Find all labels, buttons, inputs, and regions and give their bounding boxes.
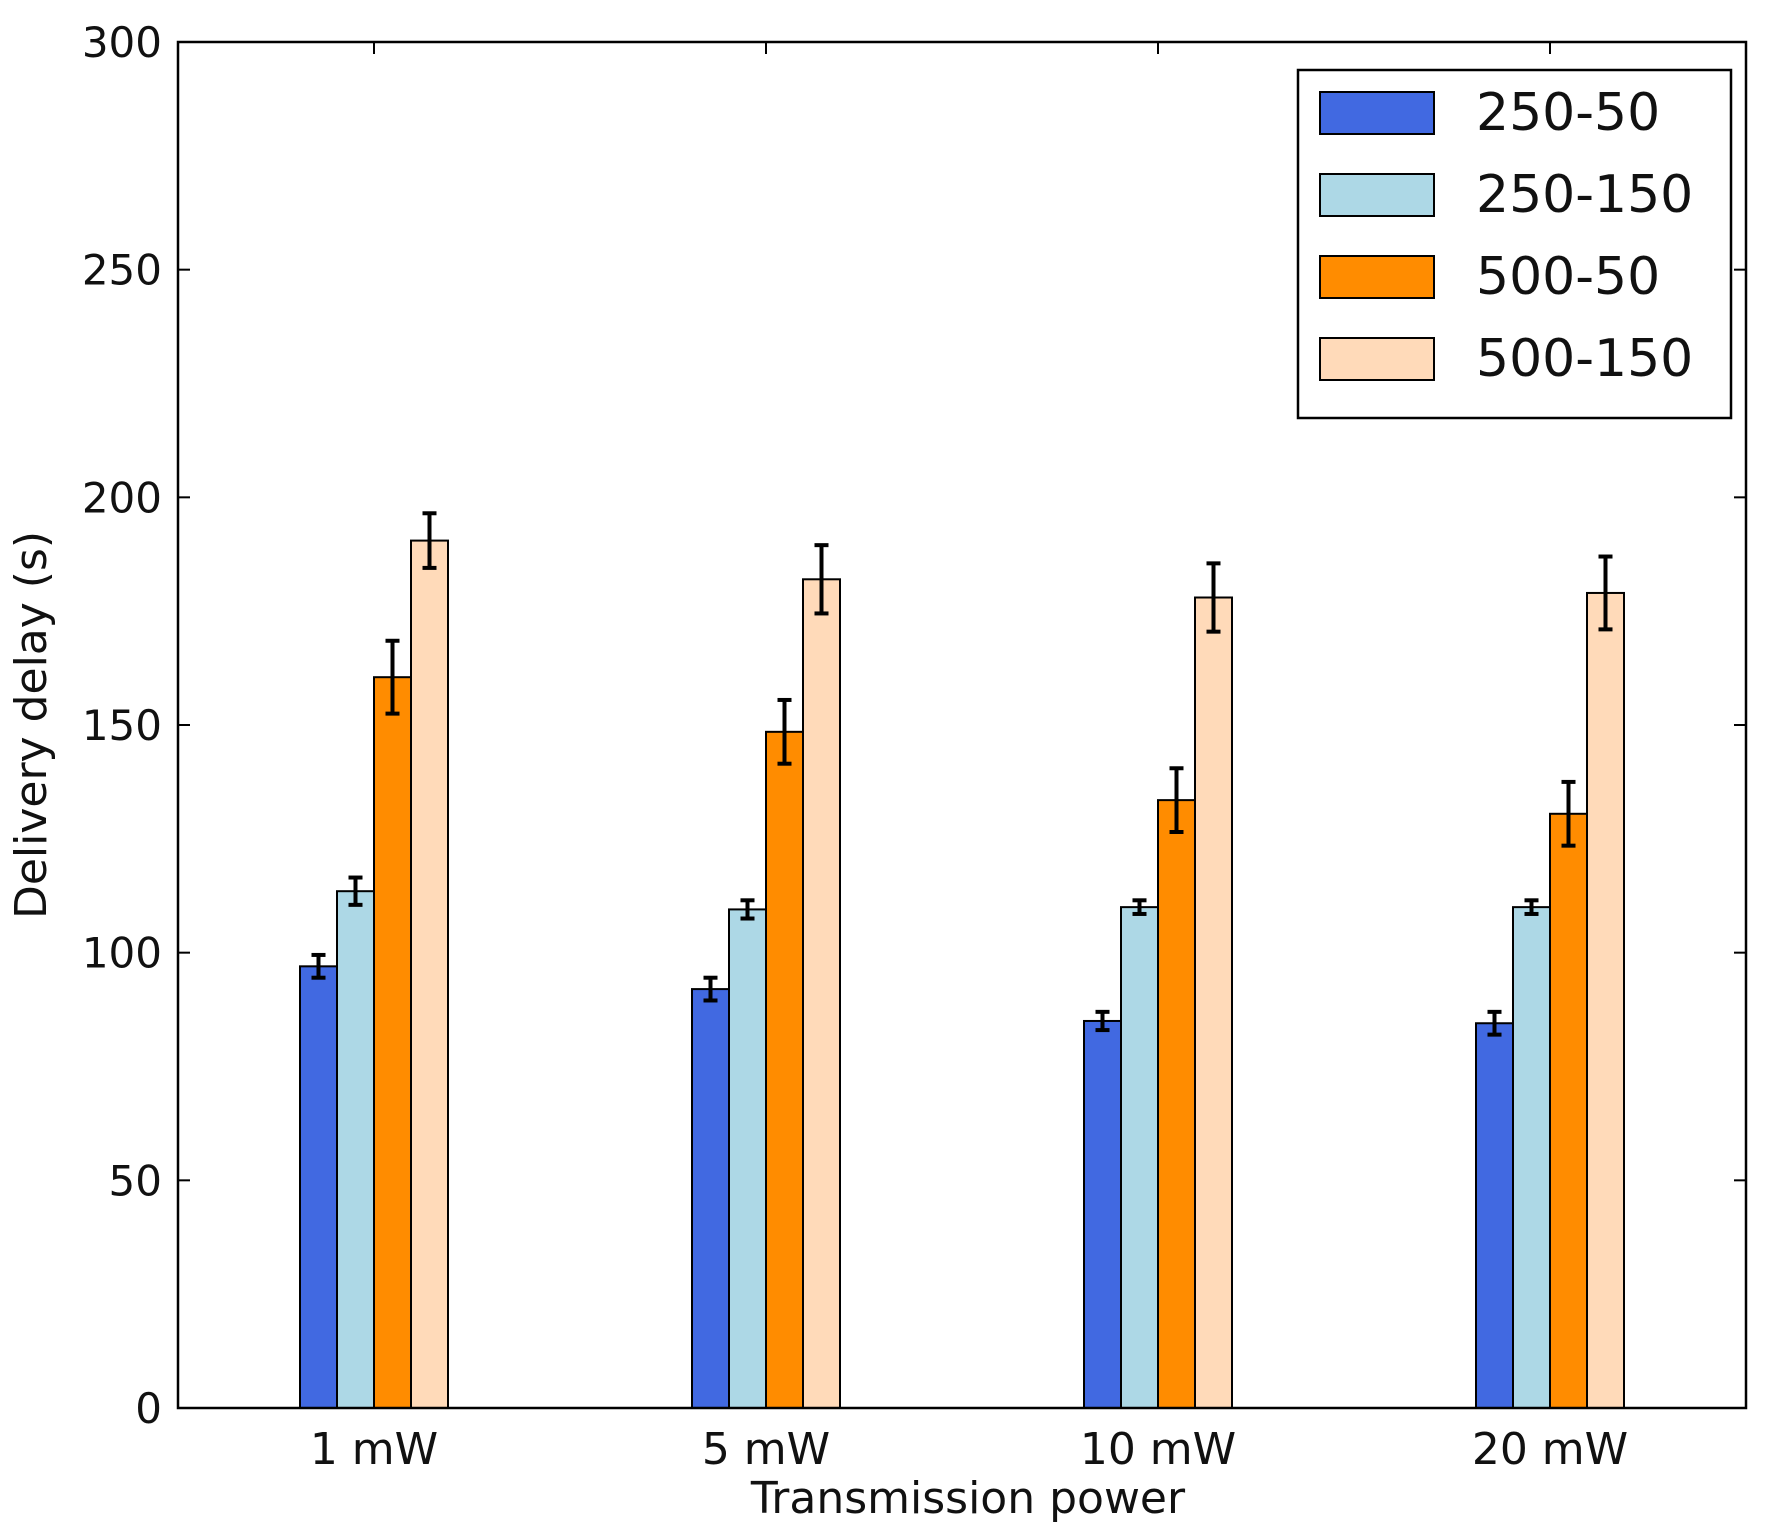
bar-500-150-10mW — [1194, 596, 1233, 1409]
bar-500-150-1mW — [410, 539, 449, 1409]
bar-250-50-1mW — [299, 965, 338, 1409]
x-tick-label: 10 mW — [1080, 1424, 1236, 1475]
error-bars-layer — [311, 511, 1613, 1037]
legend-swatch — [1319, 173, 1435, 217]
legend-swatch — [1319, 255, 1435, 299]
error-bar — [1169, 766, 1184, 835]
error-bar — [1598, 554, 1613, 632]
legend-label: 500-150 — [1476, 329, 1693, 389]
y-axis: 0 50 100 150 200 250 300 — [82, 18, 1746, 1433]
y-tick-label: 150 — [82, 701, 162, 750]
y-tick-label: 100 — [82, 929, 162, 978]
error-bar — [1095, 1009, 1110, 1033]
error-bar — [814, 543, 829, 616]
bar-250-150-20mW — [1512, 906, 1551, 1410]
y-axis-label: Delivery delay (s) — [6, 531, 57, 919]
bar-500-50-5mW — [765, 730, 804, 1409]
y-tick-label: 300 — [82, 18, 162, 67]
error-bar — [703, 975, 718, 1003]
x-tick-label: 20 mW — [1472, 1424, 1628, 1475]
error-bar — [777, 697, 792, 766]
legend: 250-50 250-150 500-50 500-150 — [1296, 68, 1733, 420]
legend-swatch — [1319, 337, 1435, 381]
error-bar — [1561, 779, 1576, 848]
x-tick-label: 1 mW — [310, 1424, 438, 1475]
error-bar — [348, 875, 363, 907]
bar-500-50-20mW — [1549, 812, 1588, 1409]
bar-500-50-1mW — [373, 676, 412, 1409]
error-bar — [1524, 898, 1539, 916]
plot-frame — [176, 40, 1748, 1410]
legend-label: 250-150 — [1476, 165, 1693, 225]
error-bar — [1487, 1009, 1502, 1037]
bar-500-150-20mW — [1586, 591, 1625, 1409]
error-bar — [1132, 898, 1147, 916]
error-bar — [385, 638, 400, 716]
error-bar — [1206, 561, 1221, 634]
legend-label: 250-50 — [1476, 83, 1660, 143]
error-bar — [311, 952, 326, 980]
bar-250-150-1mW — [336, 890, 375, 1409]
y-tick-label: 0 — [135, 1384, 162, 1433]
error-bar — [740, 898, 755, 921]
bar-500-50-10mW — [1157, 799, 1196, 1409]
x-tick-label: 5 mW — [702, 1424, 830, 1475]
y-tick-label: 50 — [109, 1156, 162, 1205]
bars-layer — [299, 539, 1625, 1410]
y-tick-label: 200 — [82, 473, 162, 522]
x-axis-label: Transmission power — [750, 1473, 1186, 1523]
bar-250-50-10mW — [1083, 1019, 1122, 1409]
bar-250-50-20mW — [1475, 1022, 1514, 1409]
x-axis: 1 mW 5 mW 10 mW 20 mW — [310, 42, 1628, 1475]
bar-500-150-5mW — [802, 578, 841, 1409]
legend-label: 500-50 — [1476, 247, 1660, 307]
legend-swatch — [1319, 91, 1435, 135]
bar-250-150-10mW — [1120, 906, 1159, 1410]
error-bar — [422, 511, 437, 570]
bar-250-150-5mW — [728, 908, 767, 1409]
bar-250-50-5mW — [691, 988, 730, 1409]
y-tick-label: 250 — [82, 246, 162, 295]
